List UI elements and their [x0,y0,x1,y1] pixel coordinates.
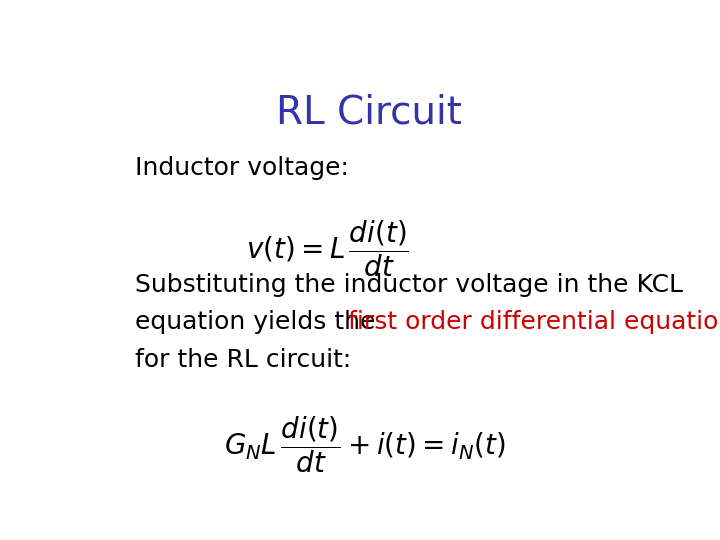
Text: equation yields the: equation yields the [135,310,383,334]
Text: $G_N L\,\dfrac{di(t)}{dt} + i(t) = i_N(t)$: $G_N L\,\dfrac{di(t)}{dt} + i(t) = i_N(t… [224,414,505,475]
Text: first order differential equation: first order differential equation [348,310,720,334]
Text: $v(t) = L\,\dfrac{di(t)}{dt}$: $v(t) = L\,\dfrac{di(t)}{dt}$ [246,219,409,279]
Text: Substituting the inductor voltage in the KCL: Substituting the inductor voltage in the… [135,273,683,296]
Text: Inductor voltage:: Inductor voltage: [135,156,348,180]
Text: RL Circuit: RL Circuit [276,94,462,132]
Text: for the RL circuit:: for the RL circuit: [135,348,351,372]
